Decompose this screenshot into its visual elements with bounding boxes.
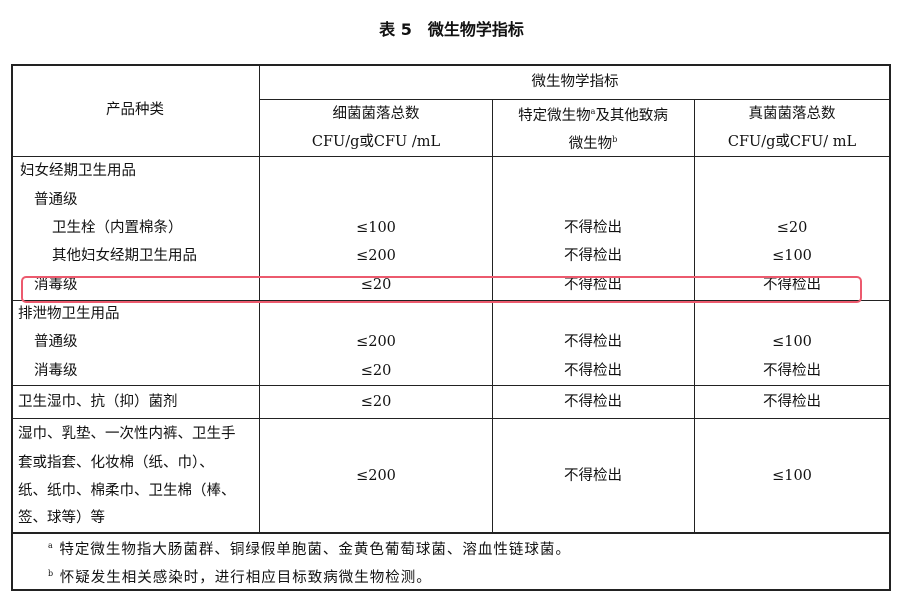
row-label: 普通级 bbox=[34, 334, 78, 350]
group-name: 卫生湿巾、抗（抑）菌剂 bbox=[18, 394, 178, 410]
table-border-right bbox=[889, 64, 891, 591]
header-fungi-unit: CFU/g或CFU/ mL bbox=[727, 134, 857, 150]
pathogens-value: 不得检出 bbox=[564, 394, 622, 410]
pathogens-value: 不得检出 bbox=[564, 220, 622, 236]
divider bbox=[492, 99, 493, 533]
bacteria-value: ≤100 bbox=[356, 220, 396, 236]
footnote-mark: a bbox=[48, 541, 54, 551]
table-border-bottom bbox=[11, 589, 891, 591]
row-label: 其他妇女经期卫生用品 bbox=[52, 248, 197, 264]
bacteria-value: ≤20 bbox=[360, 363, 392, 379]
group-name-line: 签、球等）等 bbox=[18, 510, 105, 526]
divider bbox=[11, 300, 891, 301]
fungi-value: 不得检出 bbox=[763, 394, 821, 410]
footnote-b: b 怀疑发生相关感染时，进行相应目标致病微生物检测。 bbox=[48, 564, 432, 588]
row-label: 消毒级 bbox=[34, 363, 78, 379]
pathogens-value: 不得检出 bbox=[564, 363, 622, 379]
fungi-value: ≤100 bbox=[772, 334, 812, 350]
footnote-a: a 特定微生物指大肠菌群、铜绿假单胞菌、金黄色葡萄球菌、溶血性链球菌。 bbox=[48, 536, 571, 560]
fungi-value: 不得检出 bbox=[763, 363, 821, 379]
table-border-left bbox=[11, 64, 13, 591]
group-name-line: 套或指套、化妆棉（纸、巾）、 bbox=[18, 455, 214, 471]
header-product-type: 产品种类 bbox=[106, 102, 164, 118]
bacteria-value: ≤200 bbox=[356, 468, 396, 484]
divider bbox=[11, 532, 891, 534]
divider bbox=[694, 99, 695, 533]
divider bbox=[11, 156, 891, 157]
bacteria-value: ≤20 bbox=[360, 394, 392, 410]
divider bbox=[11, 418, 891, 419]
bacteria-value: ≤20 bbox=[360, 277, 392, 293]
header-pathogens-2: 微生物b bbox=[569, 130, 618, 154]
bacteria-value: ≤200 bbox=[356, 334, 396, 350]
header-bacteria-unit: CFU/g或CFU /mL bbox=[311, 134, 441, 150]
header-fungi: 真菌菌落总数 bbox=[748, 106, 836, 122]
fungi-value: 不得检出 bbox=[763, 277, 821, 293]
highlight-box bbox=[21, 276, 862, 303]
row-label: 卫生栓（内置棉条） bbox=[52, 220, 183, 236]
header-group: 微生物学指标 bbox=[531, 74, 619, 90]
pathogens-value: 不得检出 bbox=[564, 334, 622, 350]
table-border-top bbox=[11, 64, 891, 66]
pathogens-value: 不得检出 bbox=[564, 277, 622, 293]
header-text: 微生物 bbox=[568, 135, 613, 152]
divider bbox=[11, 385, 891, 386]
group-name-line: 纸、纸巾、棉柔巾、卫生棉（棒、 bbox=[18, 483, 236, 499]
fungi-value: ≤100 bbox=[772, 248, 812, 264]
group-name: 妇女经期卫生用品 bbox=[20, 163, 136, 179]
pathogens-value: 不得检出 bbox=[564, 468, 622, 484]
footnote-text: 怀疑发生相关感染时，进行相应目标致病微生物检测。 bbox=[59, 569, 432, 586]
footnote-text: 特定微生物指大肠菌群、铜绿假单胞菌、金黄色葡萄球菌、溶血性链球菌。 bbox=[59, 541, 571, 558]
bacteria-value: ≤200 bbox=[356, 248, 396, 264]
fungi-value: ≤20 bbox=[776, 220, 808, 236]
footnote-ref: a bbox=[590, 107, 596, 117]
header-text: 特定微生物 bbox=[518, 107, 591, 124]
fungi-value: ≤100 bbox=[772, 468, 812, 484]
row-label: 普通级 bbox=[34, 192, 78, 208]
group-name-line: 湿巾、乳垫、一次性内裤、卫生手 bbox=[18, 426, 236, 442]
divider bbox=[259, 64, 260, 533]
table-title: 表 5 微生物学指标 bbox=[379, 20, 524, 39]
row-label: 消毒级 bbox=[34, 277, 78, 293]
header-text: 及其他致病 bbox=[595, 107, 668, 124]
group-name: 排泄物卫生用品 bbox=[18, 306, 120, 322]
footnote-mark: b bbox=[48, 569, 55, 579]
pathogens-value: 不得检出 bbox=[564, 248, 622, 264]
divider bbox=[260, 99, 891, 100]
header-pathogens: 特定微生物a及其他致病 bbox=[518, 102, 668, 126]
header-bacteria: 细菌菌落总数 bbox=[332, 106, 420, 122]
footnote-ref: b bbox=[612, 135, 618, 145]
